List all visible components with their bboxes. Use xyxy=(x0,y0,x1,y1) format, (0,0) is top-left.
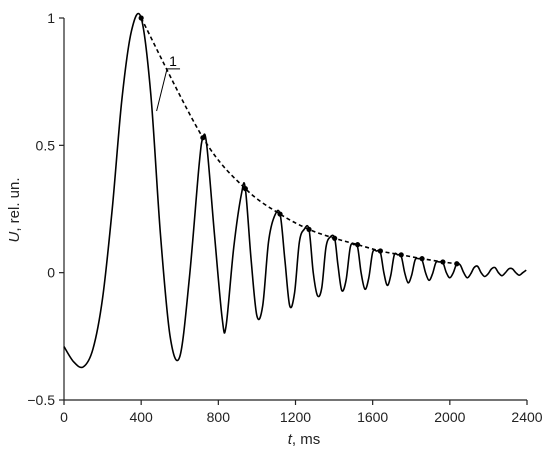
peak-marker xyxy=(419,256,425,262)
peak-marker xyxy=(242,186,248,192)
x-tick-label: 1600 xyxy=(357,409,388,425)
y-tick-label: 0.5 xyxy=(36,137,56,153)
peak-marker xyxy=(355,242,361,248)
peak-marker xyxy=(200,135,206,141)
peak-marker xyxy=(440,259,446,265)
y-axis-label: U, rel. un. xyxy=(6,177,23,242)
y-tick-label: 1 xyxy=(47,10,55,26)
peak-marker xyxy=(454,261,460,267)
y-axis-variable: U xyxy=(6,232,23,243)
x-tick-label: 0 xyxy=(60,409,68,425)
x-tick-label: 400 xyxy=(129,409,153,425)
x-tick-label: 1200 xyxy=(280,409,311,425)
peak-marker xyxy=(332,235,338,241)
peak-marker xyxy=(306,226,312,232)
peak-marker xyxy=(277,211,283,217)
x-tick-label: 2000 xyxy=(434,409,465,425)
y-tick-label: −0.5 xyxy=(27,392,55,408)
signal-line xyxy=(63,12,527,369)
x-axis-variable: t xyxy=(288,431,293,448)
y-axis-unit: , rel. un. xyxy=(6,177,23,231)
x-axis-label: t, ms xyxy=(288,431,321,448)
peak-marker xyxy=(377,248,383,254)
x-tick-label: 800 xyxy=(207,409,231,425)
annotation-label: 1 xyxy=(169,53,177,69)
peak-marker xyxy=(138,15,144,21)
peak-marker xyxy=(398,252,404,258)
x-axis-unit: , ms xyxy=(292,431,320,448)
annotation-leader-line xyxy=(156,68,181,112)
x-tick-label: 2400 xyxy=(511,409,542,425)
envelope-line xyxy=(140,17,457,265)
y-tick-label: 0 xyxy=(47,265,55,281)
